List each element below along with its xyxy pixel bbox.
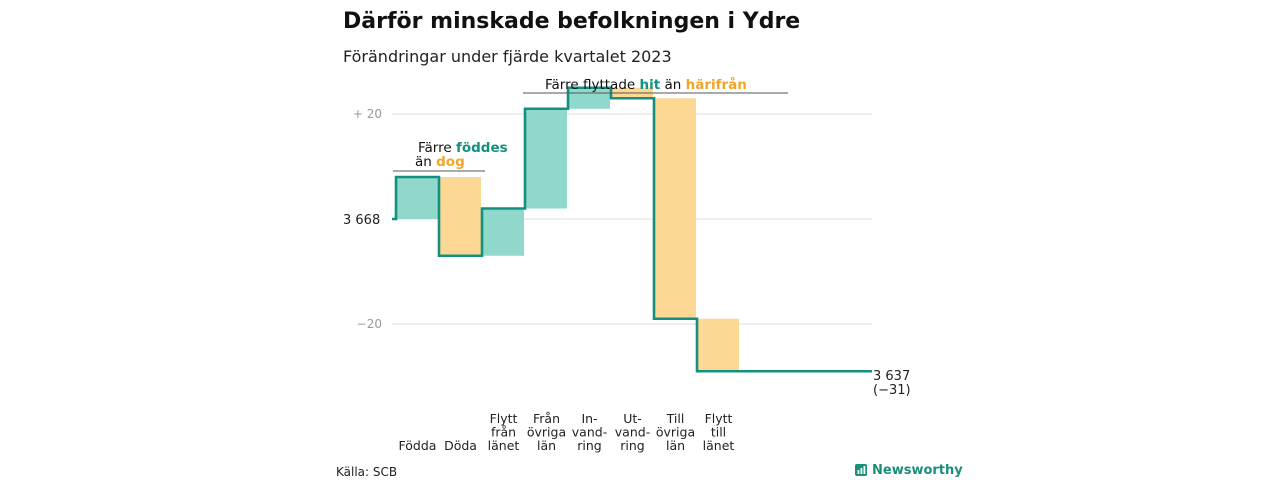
bar-flytttilllänet [697,318,739,372]
category-label: övriga [656,425,695,440]
category-label: från [491,425,516,440]
category-label: In- [581,411,597,426]
bar-födda [396,177,438,219]
category-label: Flytt [705,411,733,426]
source-note: Källa: SCB [336,465,397,479]
bar-flyttfrånlänet [482,208,524,256]
end-change-label: (−31) [873,383,911,398]
cumulative-line [392,86,872,373]
category-label: länet [488,438,520,453]
annotation-birth-line1: Färre föddes [418,140,508,156]
category-label: Födda [399,438,437,453]
birth-death-annotation: Färre föddes än dog [393,140,508,172]
category-label: ring [620,438,644,453]
category-label: Döda [444,438,477,453]
category-label: länet [703,438,735,453]
bar-frånövrigalän [525,108,567,209]
start-value-label: 3 668 [343,213,380,228]
category-label: Till [666,411,685,426]
chart-title: Därför minskade befolkningen i Ydre [343,9,800,34]
category-label: till [711,425,726,440]
annotation-births-word: föddes [456,140,508,156]
category-label: ring [577,438,601,453]
annotation-hit-word: hit [640,77,661,93]
category-label: Ut- [623,411,642,426]
migration-annotation: Färre flyttade hit än härifrån [523,76,788,94]
chart-subtitle: Förändringar under fjärde kvartalet 2023 [343,47,672,66]
annotation-birth-line2: än dog [415,154,465,170]
bars [396,87,739,372]
brand-name: Newsworthy [872,463,963,478]
y-axis-ticks: + 20 −20 [353,107,382,331]
annotation-migration-text: Färre flyttade hit än härifrån [545,76,747,93]
annotation-deaths-word: dog [436,154,465,170]
category-label: län [666,438,685,453]
annotation-harifran-word: härifrån [686,76,747,93]
category-labels: Födda DödaFlyttfrånlänetFrånövrigalänIn-v… [399,411,735,453]
cumulative-step-line [392,86,872,373]
category-label: övriga [527,425,566,440]
category-label: län [537,438,556,453]
category-label: vand- [615,425,650,440]
brand-logo: Newsworthy [855,463,963,478]
y-tick-label: + 20 [353,107,382,121]
end-value-label: 3 637 [873,369,910,384]
category-label: Flytt [490,411,518,426]
y-tick-label: −20 [357,317,382,331]
bar-döda [439,177,481,256]
category-label: vand- [572,425,607,440]
bar-tillövrigalän [654,98,696,319]
category-label: Från [533,411,560,426]
